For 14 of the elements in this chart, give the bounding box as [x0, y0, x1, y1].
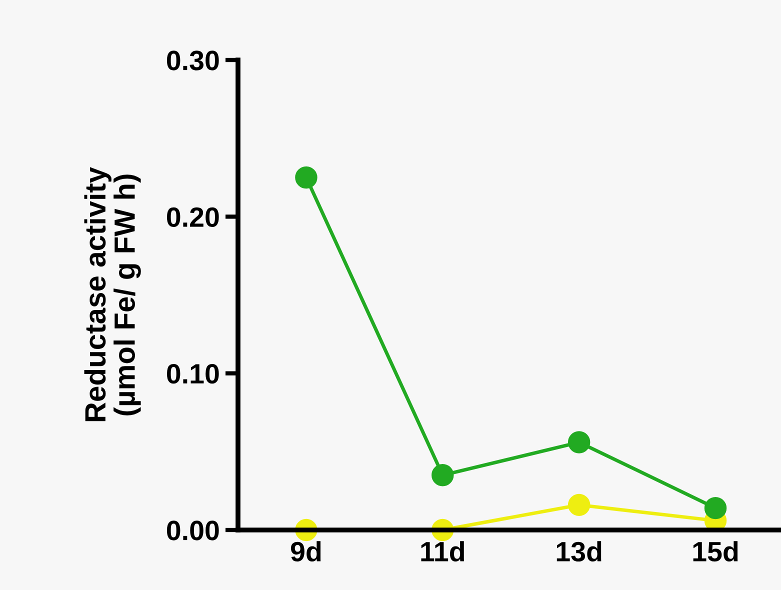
y-axis-title: Reductase activity (µmol Fe/ g FW h) [84, 167, 141, 422]
y-tick-label: 0.10 [166, 364, 219, 384]
y-tick-label: 0.20 [166, 207, 219, 228]
y-tick-label: 0.30 [166, 50, 219, 70]
x-tick-label: 11d [421, 541, 464, 562]
y-tick-label: 0.00 [166, 520, 219, 540]
point [295, 166, 318, 189]
x-tick-label: 15d [693, 541, 738, 562]
point [568, 431, 590, 454]
point [432, 464, 454, 486]
x-tick-label: 9d [290, 541, 321, 562]
point [704, 496, 727, 520]
x-tick-label: 13d [556, 541, 602, 562]
point [568, 494, 590, 516]
